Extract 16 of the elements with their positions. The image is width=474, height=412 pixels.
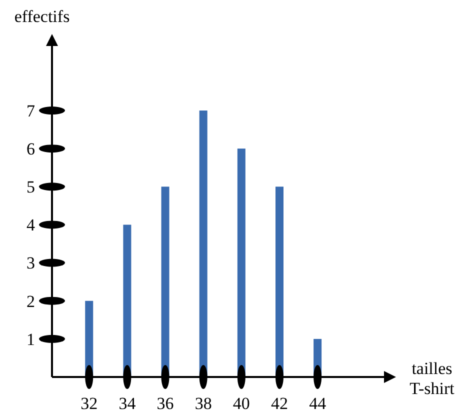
y-tick-label: 4 [26, 216, 36, 235]
x-tick-label: 34 [118, 394, 136, 412]
y-tick-label: 6 [26, 140, 35, 159]
y-tick-label: 1 [26, 330, 35, 349]
y-tick-label: 2 [26, 292, 35, 311]
x-tick-label: 36 [156, 394, 174, 412]
x-tick-label: 40 [232, 394, 250, 412]
y-tick-label: 3 [26, 254, 35, 273]
x-tick-label: 38 [194, 394, 212, 412]
x-axis-title: tailles T-shirt [410, 359, 455, 398]
x-tick-label: 42 [270, 394, 288, 412]
y-tick-label: 5 [26, 178, 35, 197]
y-tick-label: 7 [26, 101, 36, 120]
x-tick-label: 44 [309, 394, 327, 412]
x-tick-label: 32 [80, 394, 98, 412]
y-axis-title: effectifs [14, 7, 70, 26]
